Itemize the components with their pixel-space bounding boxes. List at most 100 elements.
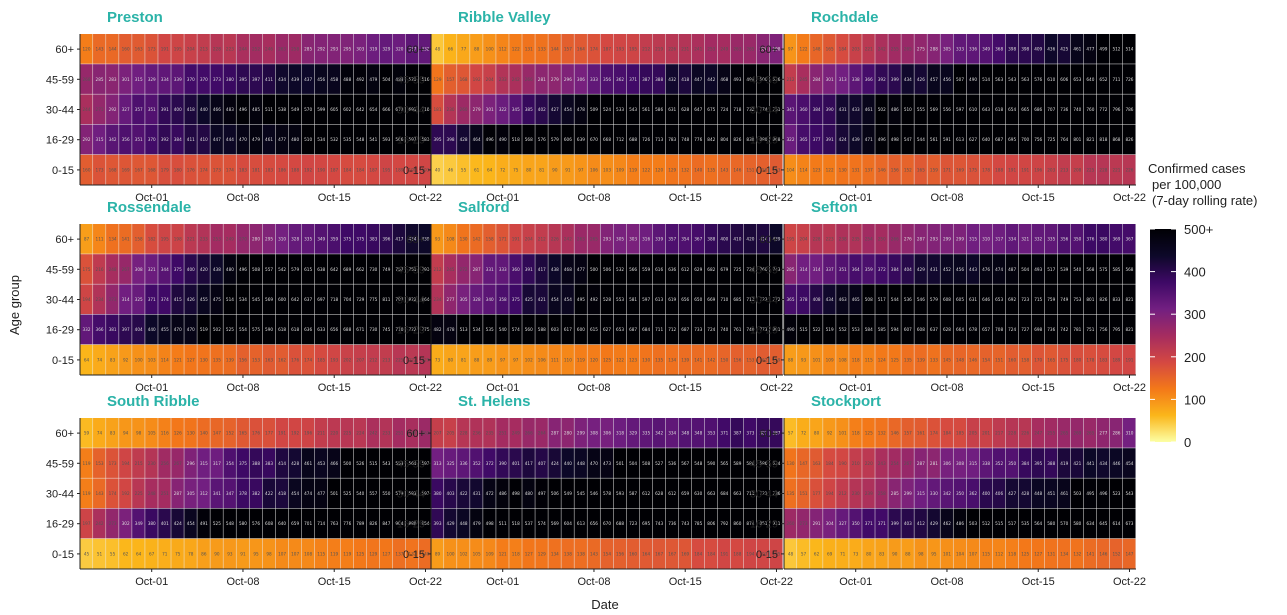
heatmap-cell <box>927 314 940 345</box>
heatmap-cell <box>888 124 901 155</box>
cell-value-label: 263 <box>733 47 741 52</box>
heatmap-cell <box>262 224 276 254</box>
heatmap-cell <box>444 418 457 448</box>
heatmap-cell <box>262 64 276 94</box>
cell-value-label: 544 <box>917 137 925 142</box>
heatmap-cell <box>810 254 823 284</box>
cell-value-label: 93 <box>801 357 807 362</box>
cell-value-label: 336 <box>969 47 977 52</box>
heatmap-cell <box>366 224 380 254</box>
heatmap-cell <box>1031 254 1045 284</box>
heatmap-cell <box>600 538 614 569</box>
cell-value-label: 61 <box>474 167 480 172</box>
x-tick-label: Oct-15 <box>669 382 702 394</box>
cell-value-label: 724 <box>720 107 728 112</box>
cell-value-label: 496 <box>878 137 886 142</box>
cell-value-label: 613 <box>956 137 964 142</box>
y-tick-label: 16-29 <box>397 519 425 531</box>
cell-value-label: 599 <box>317 107 325 112</box>
heatmap-cell <box>535 154 548 185</box>
cell-value-label: 130 <box>460 237 468 242</box>
heatmap-cell <box>561 314 574 345</box>
cell-value-label: 399 <box>891 77 899 82</box>
heatmap-cell <box>340 154 354 185</box>
cell-value-label: 542 <box>278 267 286 272</box>
heatmap-cell <box>704 418 718 448</box>
heatmap-cell <box>327 418 341 448</box>
heatmap-cell <box>444 34 457 64</box>
x-tick-label: Oct-15 <box>1022 192 1055 204</box>
cell-value-label: 287 <box>917 237 925 242</box>
cell-value-label: 653 <box>1073 77 1081 82</box>
heatmap-cell <box>888 154 901 185</box>
heatmap-cell <box>457 254 470 284</box>
heatmap-cell <box>301 314 315 345</box>
heatmap-cell <box>145 34 158 64</box>
cell-value-label: 553 <box>395 461 403 466</box>
cell-value-label: 213 <box>200 47 208 52</box>
cell-value-label: 547 <box>904 137 912 142</box>
cell-value-label: 210 <box>852 461 860 466</box>
cell-value-label: 80 <box>814 431 820 436</box>
heatmap-cell <box>717 94 731 125</box>
heatmap-cell <box>652 64 666 94</box>
cell-value-label: 304 <box>826 521 834 526</box>
heatmap-cell <box>862 254 875 284</box>
cell-value-label: 292 <box>83 137 91 142</box>
cell-value-label: 80 <box>526 167 532 172</box>
cell-value-label: 424 <box>551 461 559 466</box>
heatmap-cell <box>470 94 483 125</box>
heatmap-cell <box>940 34 953 64</box>
cell-value-label: 103 <box>603 167 611 172</box>
cell-value-label: 217 <box>995 431 1003 436</box>
heatmap-cell <box>158 508 171 539</box>
heatmap-cell <box>496 124 509 155</box>
cell-value-label: 536 <box>772 77 780 82</box>
cell-value-label: 496 <box>1099 491 1107 496</box>
cell-value-label: 498 <box>512 491 520 496</box>
heatmap-cell <box>901 344 914 375</box>
heatmap-cell <box>106 34 119 64</box>
heatmap-cell <box>953 538 967 569</box>
cell-value-label: 560 <box>525 327 533 332</box>
heatmap-cell <box>275 344 289 375</box>
heatmap-cell <box>379 124 393 155</box>
heatmap-cell <box>717 124 731 155</box>
cell-value-label: 631 <box>668 107 676 112</box>
cell-value-label: 67 <box>149 551 155 556</box>
panel-title: Salford <box>458 199 510 216</box>
cell-value-label: 201 <box>982 431 990 436</box>
heatmap-cell <box>80 314 93 345</box>
x-tick-label: Oct-08 <box>930 382 963 394</box>
cell-value-label: 783 <box>668 137 676 142</box>
heatmap-cell <box>862 284 875 315</box>
cell-value-label: 192 <box>473 77 481 82</box>
cell-value-label: 496 <box>239 107 247 112</box>
heatmap-cell <box>1070 94 1084 125</box>
cell-value-label: 135 <box>787 491 795 496</box>
heatmap-cell <box>314 418 328 448</box>
heatmap-cell <box>483 124 496 155</box>
cell-value-label: 478 <box>577 107 585 112</box>
heatmap-cell <box>327 224 341 254</box>
heatmap-cell <box>862 314 875 345</box>
heatmap-cell <box>901 418 914 448</box>
cell-value-label: 292 <box>109 107 117 112</box>
cell-value-label: 452 <box>943 267 951 272</box>
cell-value-label: 564 <box>1034 521 1042 526</box>
cell-value-label: 554 <box>239 327 247 332</box>
cell-value-label: 387 <box>759 431 767 436</box>
heatmap-cell <box>730 124 744 155</box>
cell-value-label: 454 <box>551 297 559 302</box>
legend-tick-label: 400 <box>1184 265 1206 280</box>
cell-value-label: 183 <box>1099 357 1107 362</box>
cell-value-label: 143 <box>590 551 598 556</box>
cell-value-label: 125 <box>891 357 899 362</box>
heatmap-cell <box>236 124 249 155</box>
cell-value-label: 127 <box>382 551 390 556</box>
cell-value-label: 437 <box>304 77 312 82</box>
cell-value-label: 388 <box>252 461 260 466</box>
cell-value-label: 279 <box>473 107 481 112</box>
heatmap-cell <box>275 254 289 284</box>
